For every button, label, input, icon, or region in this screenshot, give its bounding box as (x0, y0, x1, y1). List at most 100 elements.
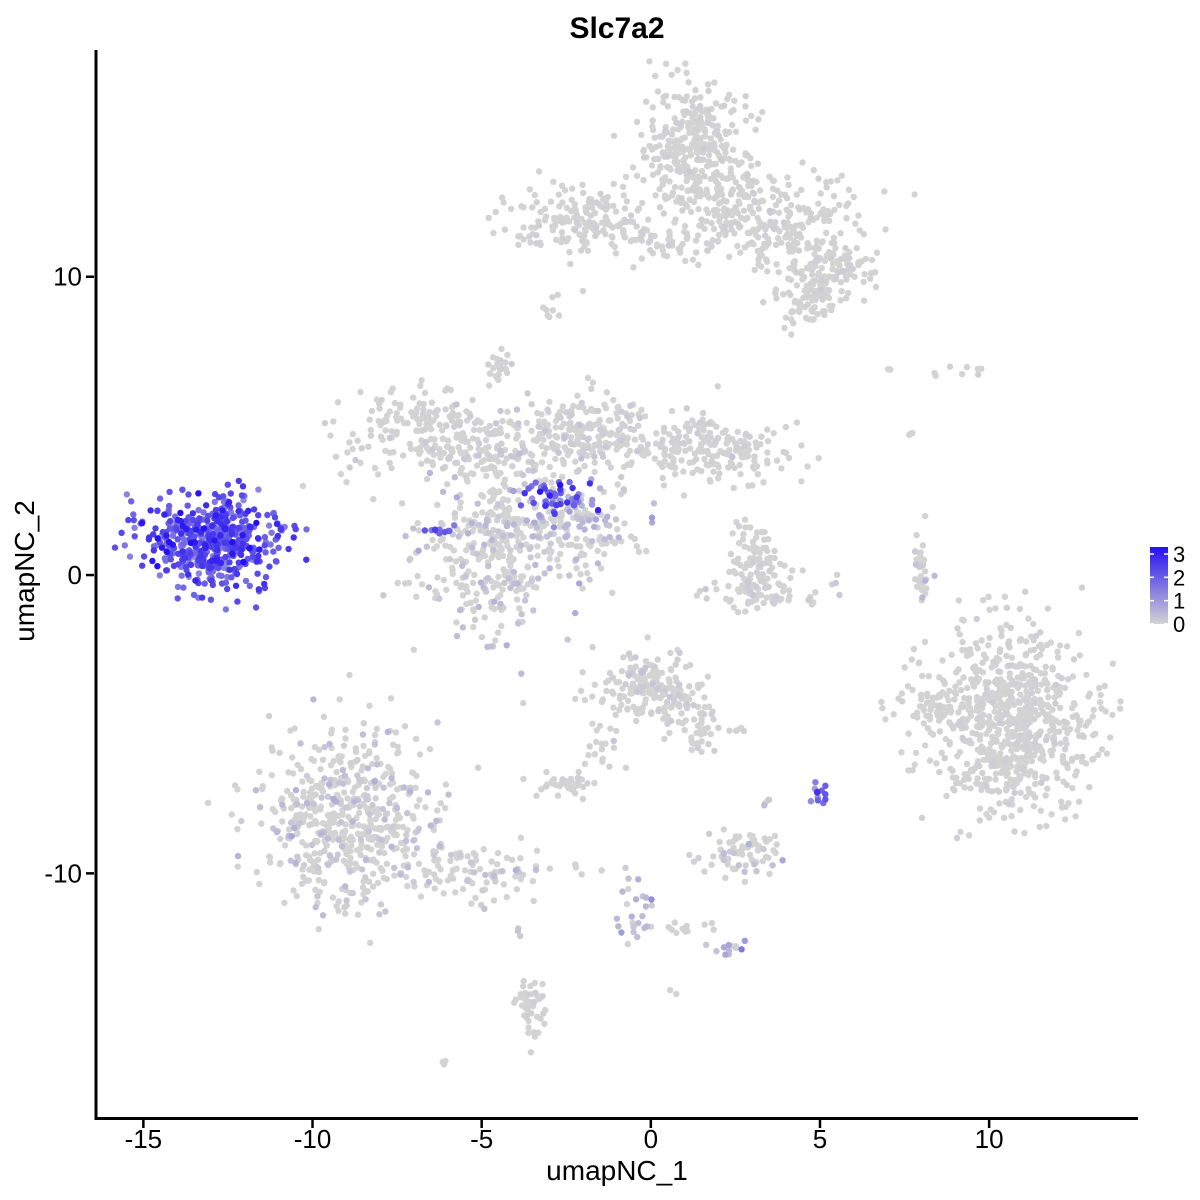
cell-point (589, 538, 596, 545)
cell-point (691, 187, 698, 194)
cell-point (724, 207, 731, 214)
cell-point (661, 704, 668, 711)
cell-point (413, 803, 421, 810)
cell-point (469, 880, 476, 887)
cell-point (417, 448, 424, 455)
cell-point (986, 713, 993, 720)
cell-point (985, 593, 992, 600)
cell-point (954, 625, 961, 632)
cell-point (609, 503, 616, 511)
cell-point (621, 234, 629, 241)
cell-point (761, 232, 769, 239)
cell-point (615, 534, 622, 541)
cell-point (706, 151, 713, 159)
cell-point (496, 358, 504, 365)
cell-point (376, 911, 383, 918)
cell-point (618, 701, 625, 709)
cell-point (766, 836, 773, 843)
cell-point (490, 229, 497, 237)
cell-point (746, 851, 754, 859)
cell-point (627, 533, 635, 540)
cell-point (597, 190, 604, 197)
cell-point (783, 224, 791, 232)
cell-point (594, 560, 602, 567)
cell-point (613, 679, 620, 686)
cell-point (314, 856, 322, 863)
cell-point (177, 509, 184, 517)
cell-point (838, 172, 845, 179)
cell-point (431, 885, 438, 892)
cell-point (717, 199, 725, 206)
cell-point (499, 417, 506, 425)
cell-point (333, 791, 341, 798)
cell-point (679, 720, 686, 727)
cell-point (521, 481, 528, 488)
cell-point (1016, 732, 1024, 739)
cell-point (703, 163, 711, 170)
cell-point (757, 561, 764, 568)
cell-point (531, 998, 538, 1006)
cell-point (591, 453, 598, 460)
cell-point (1037, 696, 1044, 703)
legend-label: 3 (1173, 542, 1185, 567)
cell-point (760, 845, 767, 853)
cell-point (417, 893, 425, 900)
cell-point (1063, 781, 1071, 788)
cell-point (238, 546, 245, 553)
cell-point (342, 804, 350, 811)
cell-point (179, 548, 186, 555)
cell-point (393, 804, 401, 812)
cell-point (393, 844, 400, 852)
cell-point (723, 595, 730, 602)
cell-point (964, 716, 971, 723)
cell-point (700, 427, 707, 434)
cell-point (697, 441, 705, 448)
cell-point (423, 475, 431, 483)
cell-point (564, 499, 571, 506)
cell-point (868, 270, 875, 277)
cell-point (125, 516, 132, 524)
cell-point (333, 856, 340, 863)
cell-point (532, 479, 539, 486)
cell-point (472, 852, 479, 859)
cell-point (239, 483, 247, 490)
cell-point (620, 654, 627, 661)
cell-point (812, 257, 820, 265)
cell-point (360, 831, 367, 838)
cell-point (567, 448, 574, 455)
cell-point (722, 874, 729, 881)
cell-point (577, 687, 585, 694)
cell-point (708, 243, 715, 250)
cell-point (727, 550, 735, 558)
cell-point (693, 456, 700, 463)
cell-point (446, 455, 453, 462)
cell-point (364, 765, 372, 772)
cell-point (186, 549, 194, 557)
cell-point (982, 691, 989, 698)
cell-point (837, 297, 844, 304)
cell-point (579, 181, 586, 189)
cell-point (742, 150, 749, 157)
cell-point (1048, 721, 1056, 729)
cell-point (526, 545, 533, 552)
cell-point (277, 835, 284, 843)
cell-point (619, 432, 626, 439)
cell-point (906, 431, 913, 439)
cell-point (692, 237, 700, 244)
cell-point (366, 416, 373, 423)
cell-point (459, 430, 466, 437)
cell-point (229, 538, 236, 546)
cell-point (434, 807, 441, 814)
cell-point (732, 179, 740, 186)
cell-point (601, 401, 608, 408)
cell-point (553, 434, 561, 441)
cell-point (494, 501, 502, 508)
cell-point (1085, 718, 1093, 725)
cell-point (720, 826, 727, 833)
cell-point (544, 421, 552, 428)
cell-point (1068, 757, 1076, 764)
cell-point (1025, 785, 1032, 793)
cell-point (550, 524, 558, 531)
cell-point (707, 730, 714, 738)
cell-point (1056, 728, 1063, 735)
